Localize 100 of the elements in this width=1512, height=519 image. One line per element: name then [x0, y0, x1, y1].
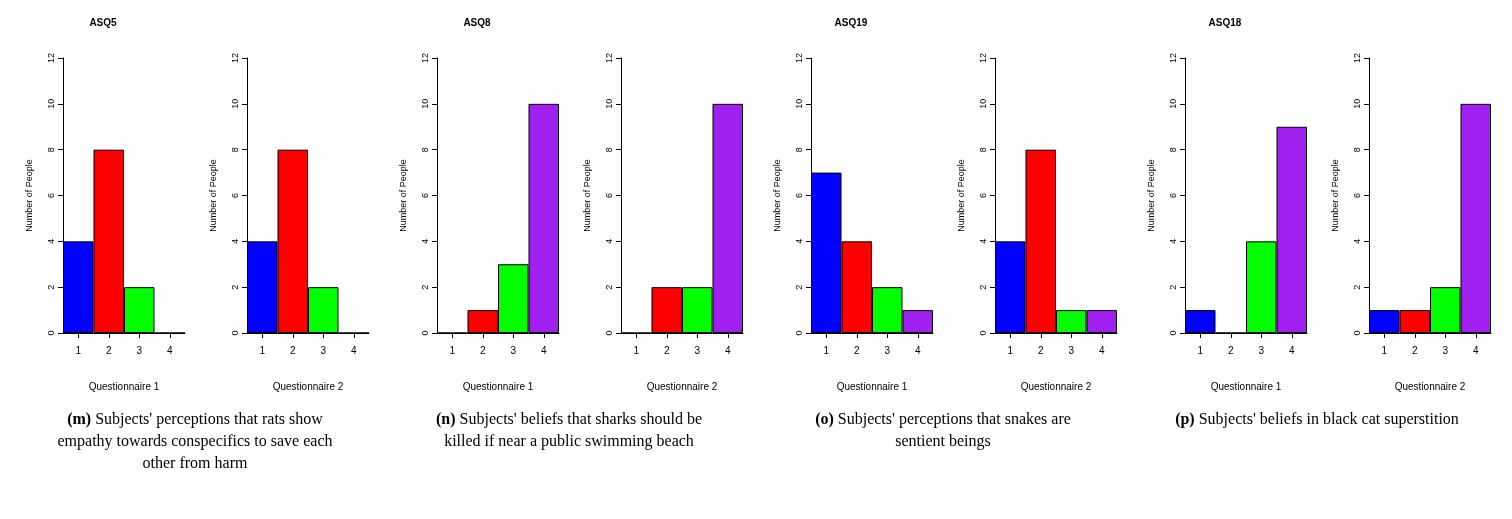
text: (o) Subjects' perceptions that snakes are sentient beings [815, 410, 1071, 449]
y-axis-title: Number of People [397, 159, 408, 232]
x-tick-label: 1 [1197, 344, 1204, 356]
y-tick-label: 0 [793, 330, 804, 336]
y-tick-label: 10 [45, 98, 56, 109]
x-tick-label: 4 [1472, 344, 1479, 356]
y-tick-label: 12 [1351, 52, 1362, 64]
x-tick-label: 2 [289, 344, 296, 356]
y-tick-label: 2 [977, 284, 988, 290]
x-tick-label: 3 [1442, 344, 1449, 356]
x-tick-label: 4 [350, 344, 357, 356]
y-tick-label: 4 [603, 238, 614, 244]
y-tick-label: 8 [229, 147, 240, 153]
x-tick-label: 4 [1098, 344, 1105, 356]
y-tick-label: 0 [45, 330, 56, 336]
text: (p) Subjects' beliefs in black cat superstition [1175, 410, 1459, 427]
x-tick-label: 1 [259, 344, 266, 356]
y-tick-label: 2 [793, 284, 804, 290]
y-tick-label: 2 [229, 284, 240, 290]
x-tick-label: 4 [1288, 344, 1295, 356]
y-tick-label: 0 [603, 330, 614, 336]
y-tick-label: 8 [1351, 147, 1362, 153]
x-tick-label: 3 [1068, 344, 1075, 356]
x-axis-title: Questionnaire 1 [88, 380, 160, 392]
y-tick-label: 4 [419, 238, 430, 244]
x-tick-label: 3 [694, 344, 701, 356]
y-tick-label: 12 [793, 52, 804, 64]
x-tick-label: 4 [166, 344, 173, 356]
y-tick-label: 6 [603, 192, 614, 199]
y-tick-label: 2 [1167, 284, 1178, 290]
chart-title: ASQ5 [89, 16, 118, 28]
y-tick-label: 0 [1351, 330, 1362, 336]
x-tick-label: 2 [663, 344, 670, 356]
y-tick-label: 10 [1351, 98, 1362, 109]
y-axis-title: Number of People [1329, 159, 1340, 232]
x-tick-label: 1 [75, 344, 82, 356]
x-axis-title: Questionnaire 2 [1394, 380, 1466, 392]
chart-title: ASQ19 [834, 16, 868, 28]
y-tick-label: 12 [229, 52, 240, 64]
x-tick-label: 3 [320, 344, 327, 356]
x-tick-label: 3 [1258, 344, 1265, 356]
y-tick-label: 6 [45, 192, 56, 199]
x-tick-label: 2 [479, 344, 486, 356]
x-axis-title: Questionnaire 1 [462, 380, 534, 392]
y-axis-title: Number of People [1145, 159, 1156, 232]
text: (n) Subjects' beliefs that sharks should be killed if near a public swimming beach [436, 410, 702, 449]
y-tick-label: 0 [419, 330, 430, 336]
y-tick-label: 12 [419, 52, 430, 64]
y-tick-label: 6 [419, 192, 430, 199]
x-tick-label: 1 [823, 344, 830, 356]
y-tick-label: 4 [1351, 238, 1362, 244]
x-tick-label: 1 [449, 344, 456, 356]
y-tick-label: 8 [45, 147, 56, 153]
y-tick-label: 0 [229, 330, 240, 336]
x-tick-label: 2 [1227, 344, 1234, 356]
y-tick-label: 4 [977, 238, 988, 244]
y-tick-label: 6 [229, 192, 240, 199]
y-tick-label: 8 [793, 147, 804, 153]
y-tick-label: 12 [45, 52, 56, 64]
x-tick-label: 1 [633, 344, 640, 356]
y-axis-title: Number of People [23, 159, 34, 232]
y-tick-label: 2 [1351, 284, 1362, 290]
y-tick-label: 10 [793, 98, 804, 109]
y-tick-label: 6 [1167, 192, 1178, 199]
x-axis-title: Questionnaire 1 [1210, 380, 1282, 392]
y-axis-title: Number of People [771, 159, 782, 232]
y-tick-label: 12 [1167, 52, 1178, 64]
y-tick-label: 8 [603, 147, 614, 153]
x-tick-label: 3 [510, 344, 517, 356]
y-tick-label: 0 [1167, 330, 1178, 336]
x-tick-label: 4 [540, 344, 547, 356]
y-tick-label: 10 [419, 98, 430, 109]
x-tick-label: 3 [884, 344, 891, 356]
y-tick-label: 4 [793, 238, 804, 244]
y-tick-label: 0 [977, 330, 988, 336]
x-tick-label: 2 [105, 344, 112, 356]
x-axis-title: Questionnaire 1 [836, 380, 908, 392]
y-tick-label: 6 [1351, 192, 1362, 199]
chart-title: ASQ18 [1208, 16, 1242, 28]
y-tick-label: 12 [977, 52, 988, 64]
x-tick-label: 4 [724, 344, 731, 356]
y-tick-label: 8 [977, 147, 988, 153]
x-tick-label: 2 [1411, 344, 1418, 356]
x-axis-title: Questionnaire 2 [272, 380, 344, 392]
x-tick-label: 2 [1037, 344, 1044, 356]
y-tick-label: 2 [603, 284, 614, 290]
y-axis-title: Number of People [207, 159, 218, 232]
x-tick-label: 4 [914, 344, 921, 356]
y-tick-label: 2 [419, 284, 430, 290]
x-tick-label: 1 [1007, 344, 1014, 356]
x-tick-label: 2 [853, 344, 860, 356]
y-tick-label: 2 [45, 284, 56, 290]
x-axis-title: Questionnaire 2 [646, 380, 718, 392]
y-tick-label: 6 [977, 192, 988, 199]
y-tick-label: 6 [793, 192, 804, 199]
y-tick-label: 8 [419, 147, 430, 153]
y-tick-label: 8 [1167, 147, 1178, 153]
y-tick-label: 10 [977, 98, 988, 109]
text: (m) Subjects' perceptions that rats show empathy towards conspecifics to save each other from harm [57, 410, 333, 471]
y-tick-label: 10 [603, 98, 614, 109]
